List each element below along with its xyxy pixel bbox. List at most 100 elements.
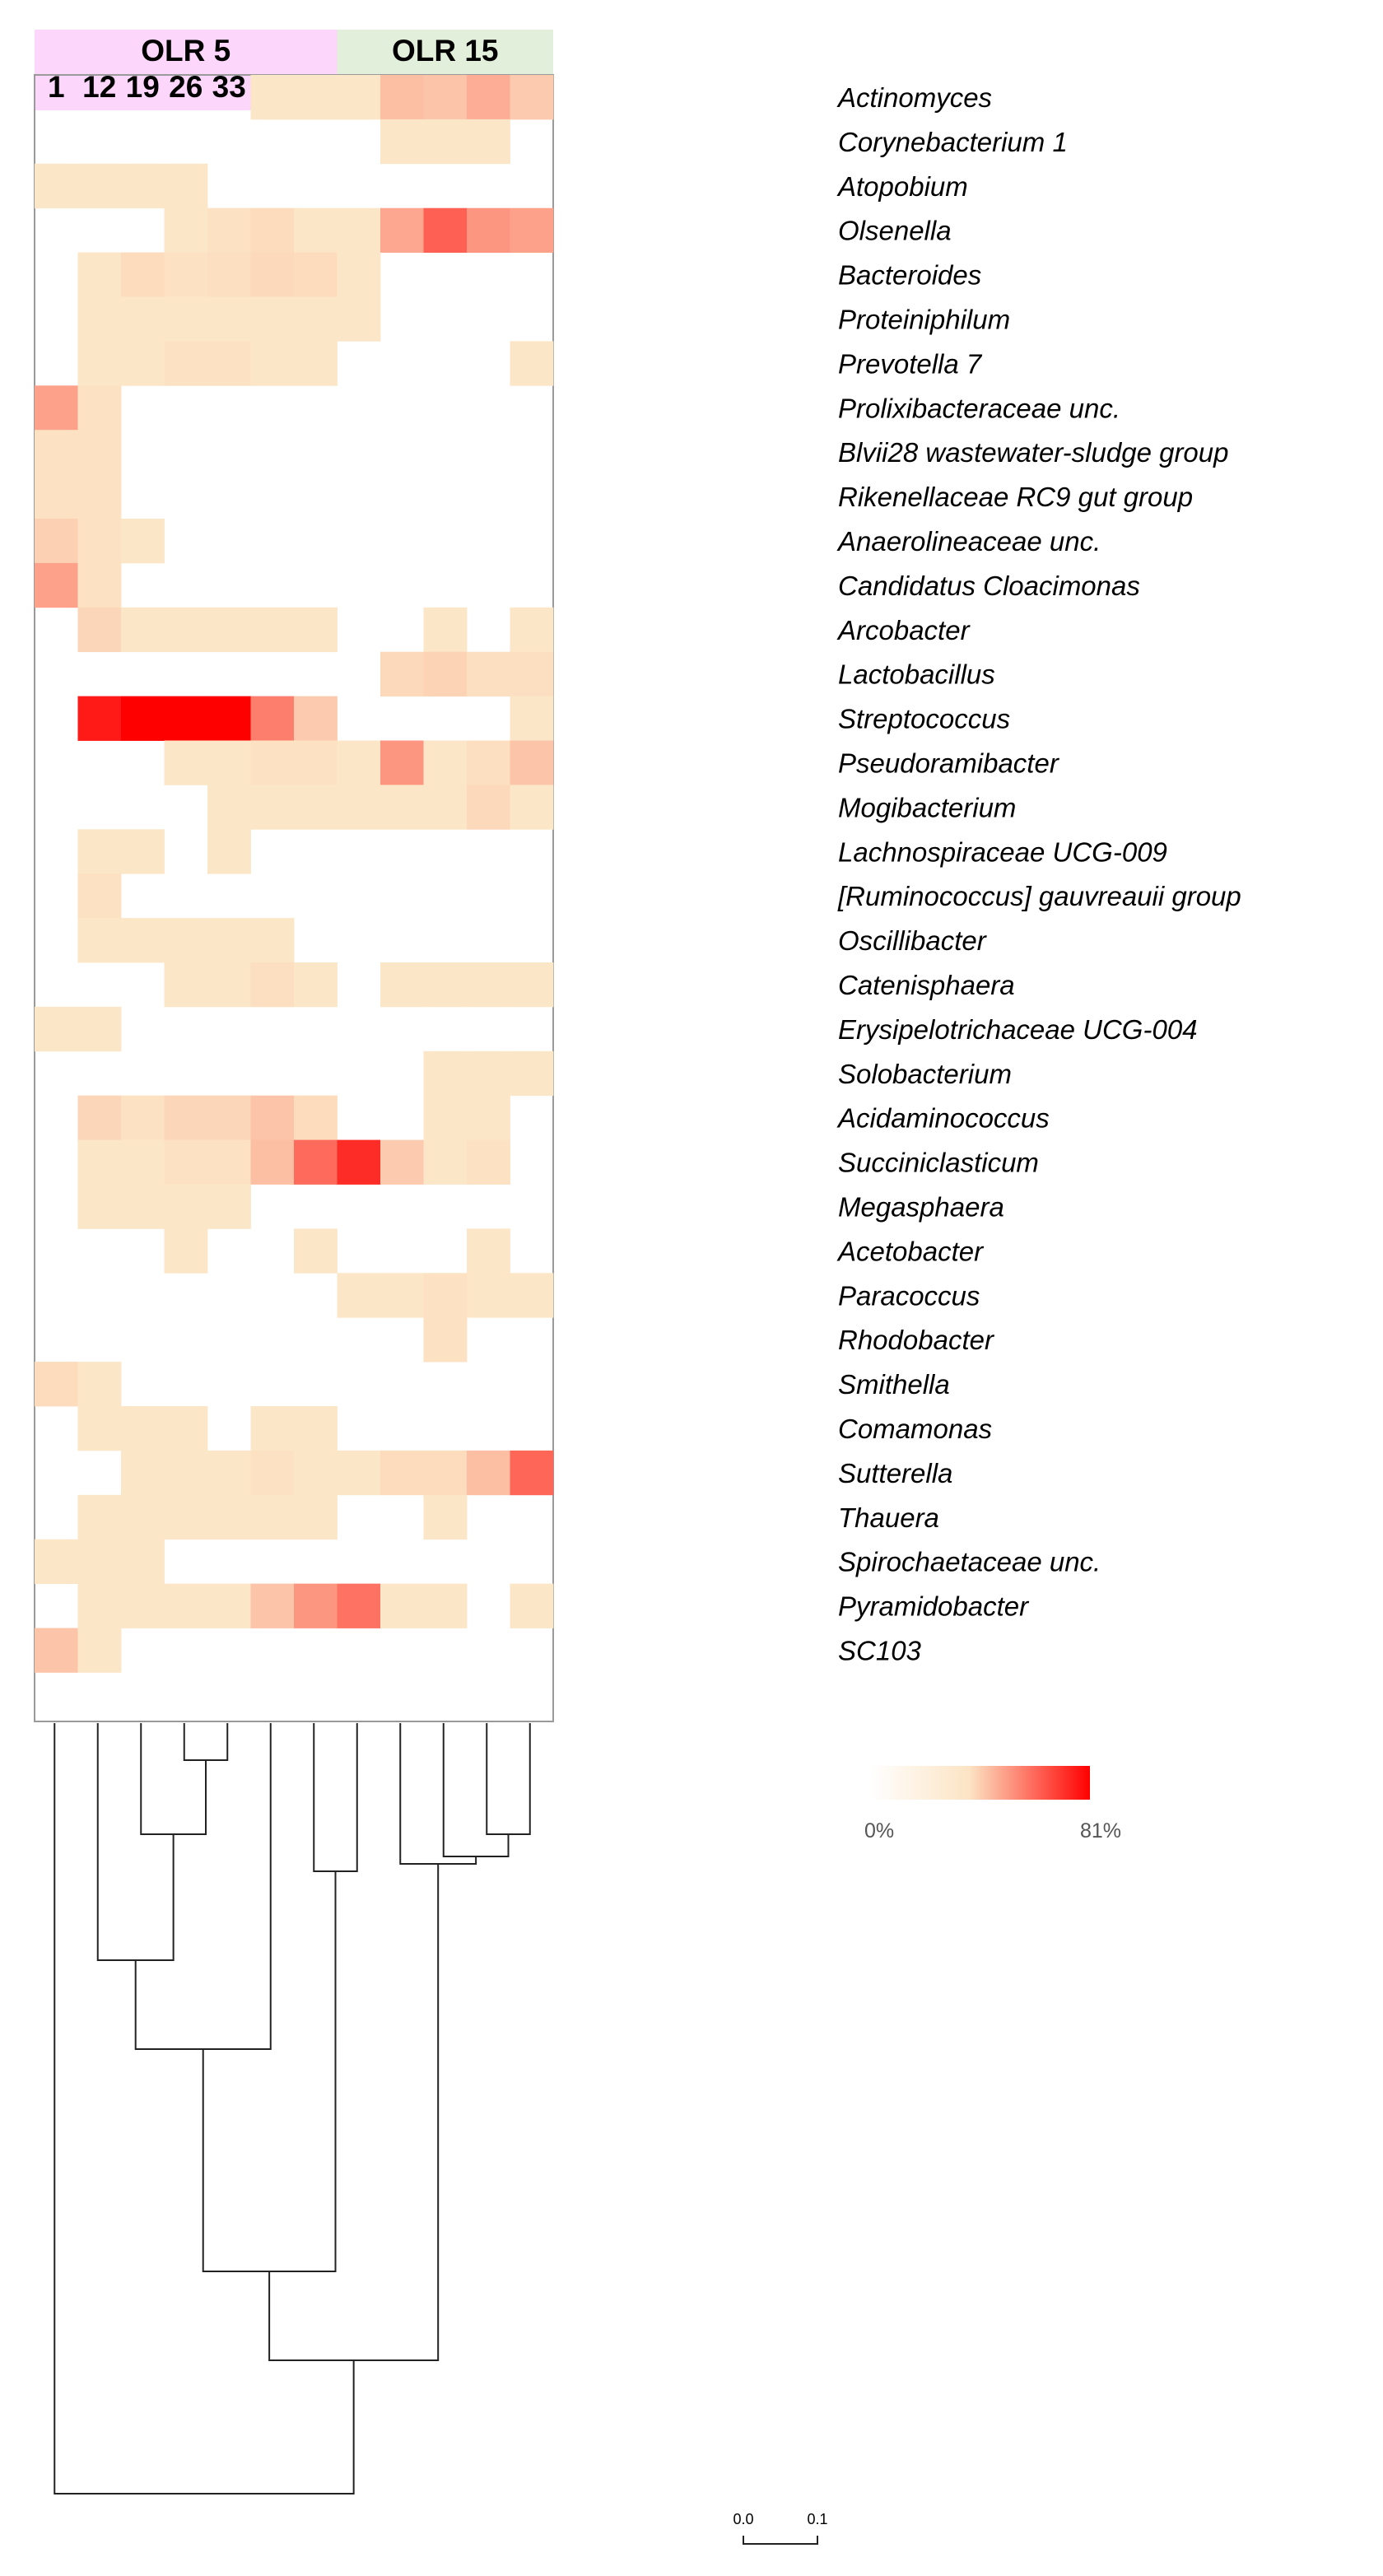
heatmap-cell <box>121 163 165 209</box>
heatmap-cell <box>121 341 165 386</box>
heatmap-cell <box>294 1139 338 1185</box>
color-legend: 0% 81% <box>864 1766 1121 1842</box>
heatmap-cell <box>510 607 554 653</box>
heatmap-cell <box>467 785 510 830</box>
heatmap-cell <box>380 785 424 830</box>
heatmap-cell <box>77 873 122 919</box>
row-label: Proteiniphilum <box>838 304 1010 334</box>
heatmap-cell <box>250 785 295 830</box>
heatmap-cell <box>77 1583 122 1628</box>
heatmap-cell <box>77 918 122 963</box>
dendrogram-branch <box>442 1723 510 1857</box>
dendrogram-branch <box>140 1723 207 1835</box>
heatmap-cell <box>423 785 468 830</box>
heatmap-cell <box>164 207 208 253</box>
heatmap-cell <box>510 696 554 741</box>
row-label: [Ruminococcus] gauvreauii group <box>837 881 1241 911</box>
heatmap-cell <box>164 918 208 963</box>
heatmap-cell <box>164 1583 208 1628</box>
dendrogram-branch <box>399 1723 477 1865</box>
heatmap-cell <box>164 163 208 209</box>
heatmap-cell <box>250 1450 295 1496</box>
heatmap-cell <box>250 252 295 297</box>
heatmap-cell <box>121 607 165 653</box>
heatmap-cell <box>121 1450 165 1496</box>
row-label: Rikenellaceae RC9 gut group <box>838 482 1193 512</box>
heatmap-cell <box>467 1228 510 1274</box>
heatmap-cell <box>423 1494 468 1540</box>
heatmap-cell <box>423 207 468 253</box>
heatmap-cell <box>510 341 554 386</box>
heatmap-cell <box>35 1628 78 1673</box>
heatmap-cell <box>164 1228 208 1274</box>
heatmap-cell <box>121 1406 165 1451</box>
heatmap-cell <box>380 1450 424 1496</box>
dendrogram-branch <box>486 1723 531 1835</box>
heatmap-cell <box>294 696 338 741</box>
heatmap-cell <box>467 1095 510 1140</box>
heatmap-cell <box>250 1139 295 1185</box>
heatmap-cell <box>77 430 122 475</box>
heatmap-cell <box>423 75 468 120</box>
heatmap-cell <box>294 1406 338 1451</box>
heatmap-cell <box>380 75 424 120</box>
heatmap-cell <box>294 296 338 342</box>
heatmap-cell <box>250 696 295 741</box>
heatmap-cell <box>164 740 208 785</box>
heatmap-cell <box>467 75 510 120</box>
heatmap-cell <box>423 1317 468 1363</box>
heatmap-cell <box>164 252 208 297</box>
row-label: Arcobacter <box>836 615 971 645</box>
row-label: Thauera <box>838 1502 939 1533</box>
heatmap-cell <box>380 1273 424 1318</box>
heatmap-cell <box>164 341 208 386</box>
heatmap-cell <box>77 519 122 564</box>
dendrogram-branch <box>313 1723 358 1872</box>
heatmap-cell <box>250 962 295 1008</box>
heatmap-cell <box>337 785 381 830</box>
heatmap-cell <box>467 1139 510 1185</box>
heatmap-cell <box>467 1273 510 1318</box>
heatmap-cell <box>77 252 122 297</box>
row-labels: Actinomyces Corynebacterium 1 Atopobium Ols… <box>836 82 1241 1665</box>
heatmap-cell <box>510 785 554 830</box>
row-label: Acidaminococcus <box>836 1103 1050 1134</box>
heatmap-cell <box>467 651 510 696</box>
row-label: Paracoccus <box>838 1280 980 1311</box>
heatmap-cell <box>250 1494 295 1540</box>
heatmap-cell <box>77 296 122 342</box>
heatmap-cell <box>35 562 78 608</box>
heatmap-cell <box>380 119 424 165</box>
heatmap-cell <box>250 207 295 253</box>
row-label: Prevotella 7 <box>838 348 983 379</box>
heatmap-cells <box>35 75 554 1673</box>
heatmap-cell <box>121 1583 165 1628</box>
heatmap-cell <box>423 1450 468 1496</box>
heatmap-cell <box>207 740 251 785</box>
heatmap-cell <box>121 696 165 741</box>
heatmap-cell <box>121 1184 165 1229</box>
heatmap-cell <box>207 962 251 1008</box>
heatmap-cell <box>77 1184 122 1229</box>
heatmap-cell <box>164 962 208 1008</box>
heatmap-cell <box>337 740 381 785</box>
row-label: Comamonas <box>838 1414 992 1444</box>
heatmap-cell <box>250 740 295 785</box>
heatmap-cell <box>77 1095 122 1140</box>
heatmap-cell <box>164 607 208 653</box>
dendrogram-branch <box>202 1871 337 2272</box>
row-label: Sutterella <box>838 1458 952 1488</box>
heatmap-cell <box>510 962 554 1008</box>
heatmap-cell <box>207 207 251 253</box>
heatmap-cell <box>35 1006 78 1052</box>
heatmap-cell <box>164 1406 208 1451</box>
row-label: Streptococcus <box>838 704 1010 734</box>
row-label: Catenisphaera <box>838 970 1015 1000</box>
heatmap-cell <box>294 1583 338 1628</box>
heatmap-cell <box>294 341 338 386</box>
heatmap-cell <box>77 385 122 431</box>
row-label: SC103 <box>838 1635 922 1665</box>
heatmap-cell <box>294 75 338 120</box>
heatmap-cell <box>164 1450 208 1496</box>
scale-bar <box>743 2536 818 2545</box>
